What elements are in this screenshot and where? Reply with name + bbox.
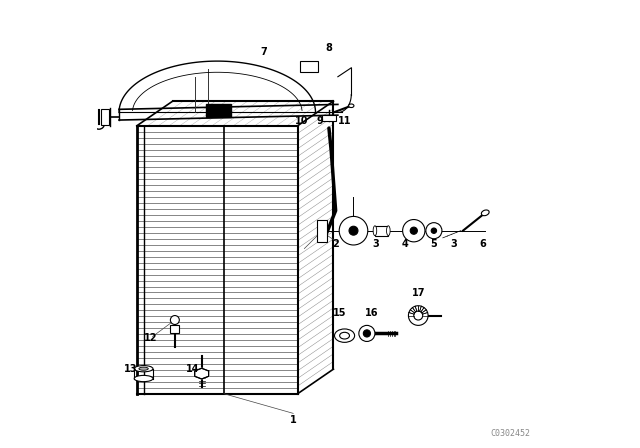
Circle shape	[414, 311, 423, 320]
Text: 9: 9	[317, 116, 323, 126]
Ellipse shape	[340, 332, 349, 339]
Text: 7: 7	[260, 47, 268, 57]
Bar	[300, 61, 318, 72]
Circle shape	[408, 306, 428, 325]
Ellipse shape	[139, 367, 148, 370]
Circle shape	[339, 216, 368, 245]
Text: 8: 8	[326, 43, 332, 52]
Circle shape	[410, 227, 417, 234]
Text: C0302452: C0302452	[490, 429, 530, 439]
Text: 2: 2	[332, 239, 339, 249]
Bar	[375, 226, 388, 236]
Circle shape	[349, 226, 358, 235]
Circle shape	[359, 325, 375, 341]
Text: 6: 6	[479, 239, 486, 249]
Polygon shape	[195, 368, 209, 379]
Circle shape	[403, 220, 425, 242]
Text: 11: 11	[338, 116, 351, 126]
Circle shape	[170, 315, 179, 324]
Ellipse shape	[373, 226, 377, 236]
Text: 3: 3	[451, 239, 458, 249]
Ellipse shape	[335, 329, 355, 342]
Bar	[322, 115, 335, 121]
Bar	[101, 109, 109, 125]
Text: 5: 5	[431, 239, 437, 249]
Circle shape	[431, 228, 436, 233]
Text: 15: 15	[333, 308, 347, 319]
Text: 3: 3	[372, 239, 380, 249]
Text: 14: 14	[186, 364, 200, 374]
Ellipse shape	[481, 210, 489, 215]
Text: 4: 4	[401, 239, 408, 249]
Text: 10: 10	[296, 116, 309, 126]
Text: 1: 1	[290, 414, 296, 425]
Text: 16: 16	[365, 308, 378, 319]
Text: 17: 17	[412, 288, 425, 298]
Ellipse shape	[349, 104, 354, 108]
Bar	[170, 325, 179, 332]
Bar	[317, 220, 326, 242]
Ellipse shape	[134, 375, 153, 382]
Text: 13: 13	[124, 364, 137, 374]
Circle shape	[364, 330, 371, 337]
Bar	[206, 104, 230, 117]
Ellipse shape	[387, 226, 390, 236]
Circle shape	[426, 223, 442, 239]
Ellipse shape	[134, 366, 153, 372]
Text: 12: 12	[143, 333, 157, 343]
